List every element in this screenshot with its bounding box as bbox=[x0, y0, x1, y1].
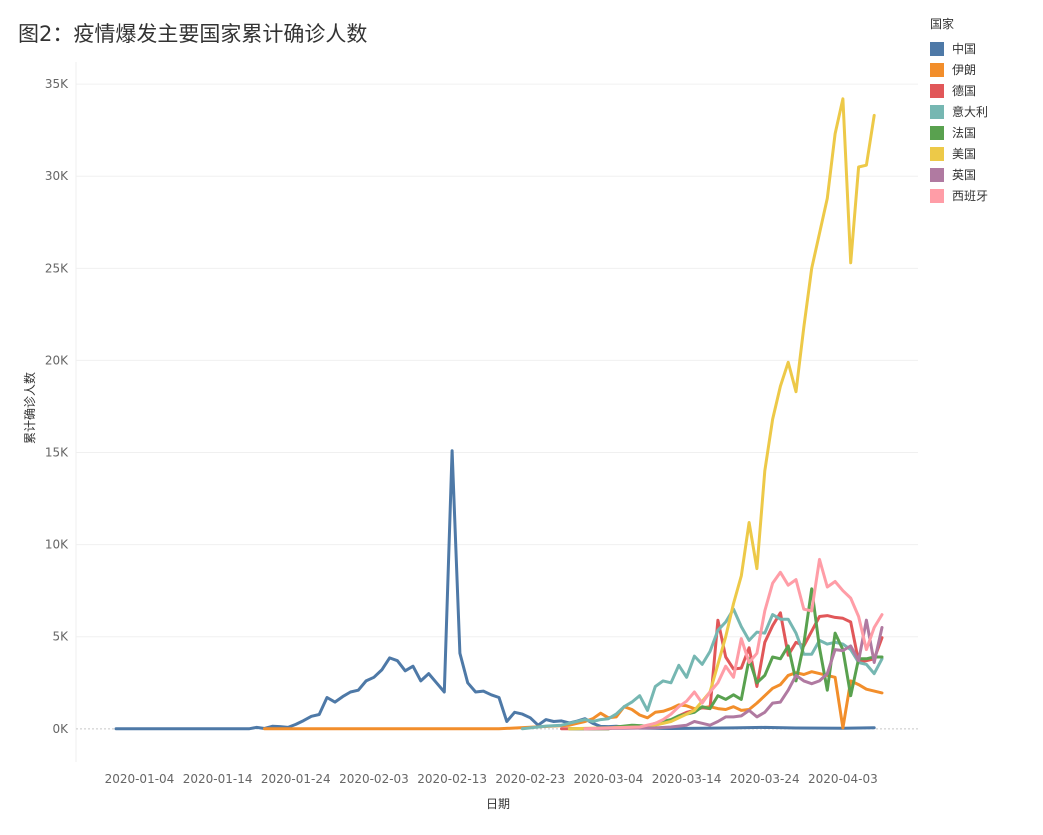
y-tick-label: 20K bbox=[45, 353, 69, 367]
legend-items: 中国伊朗德国意大利法国美国英国西班牙 bbox=[930, 38, 988, 206]
legend-swatch bbox=[930, 125, 944, 140]
legend-label: 中国 bbox=[952, 42, 977, 56]
legend-label: 法国 bbox=[952, 126, 977, 140]
chart-title: 图2：疫情爆发主要国家累计确诊人数 bbox=[18, 22, 368, 46]
legend-swatch bbox=[930, 146, 944, 161]
legend-label: 美国 bbox=[952, 147, 977, 161]
series-line-德国 bbox=[560, 611, 884, 731]
series-line-英国 bbox=[583, 618, 884, 731]
legend-label: 意大利 bbox=[952, 105, 989, 119]
series-line-中国 bbox=[114, 449, 876, 731]
y-tick-label: 5K bbox=[52, 630, 69, 644]
series-line-西班牙 bbox=[583, 557, 884, 731]
series-lines bbox=[114, 97, 884, 731]
x-tick-label: 2020-03-04 bbox=[574, 772, 644, 786]
legend-item[interactable]: 德国 bbox=[930, 80, 988, 101]
legend-title: 国家 bbox=[930, 17, 955, 31]
legend-item[interactable]: 西班牙 bbox=[930, 185, 988, 206]
axis-ticks: 0K 5K 10K 15K 20K 25K 30K 35K 2020-01-04 2020-01-… bbox=[45, 77, 878, 786]
legend-item[interactable]: 英国 bbox=[930, 164, 988, 185]
legend-item[interactable]: 美国 bbox=[930, 143, 988, 164]
legend-item[interactable]: 中国 bbox=[930, 38, 988, 59]
x-tick-label: 2020-03-24 bbox=[730, 772, 800, 786]
legend-label: 西班牙 bbox=[952, 189, 989, 203]
x-tick-label: 2020-04-03 bbox=[808, 772, 878, 786]
x-tick-label: 2020-01-14 bbox=[183, 772, 253, 786]
x-tick-label: 2020-03-14 bbox=[652, 772, 722, 786]
x-tick-label: 2020-02-13 bbox=[417, 772, 487, 786]
series-line-伊朗 bbox=[263, 670, 884, 731]
y-tick-label: 35K bbox=[45, 77, 69, 91]
legend-label: 伊朗 bbox=[952, 63, 977, 77]
legend-swatch bbox=[930, 188, 944, 203]
legend-swatch bbox=[930, 83, 944, 98]
y-tick-label: 15K bbox=[45, 446, 69, 460]
x-tick-label: 2020-02-03 bbox=[339, 772, 409, 786]
legend: 国家 中国伊朗德国意大利法国美国英国西班牙 bbox=[930, 15, 988, 206]
y-tick-label: 10K bbox=[45, 538, 69, 552]
legend-swatch bbox=[930, 104, 944, 119]
legend-item[interactable]: 伊朗 bbox=[930, 59, 988, 80]
legend-swatch bbox=[930, 41, 944, 56]
series-line-意大利 bbox=[520, 607, 884, 731]
series-line-美国 bbox=[567, 97, 876, 731]
legend-item[interactable]: 意大利 bbox=[930, 101, 988, 122]
x-tick-label: 2020-01-04 bbox=[105, 772, 175, 786]
x-axis-title: 日期 bbox=[486, 797, 510, 811]
legend-label: 德国 bbox=[952, 84, 977, 98]
y-axis-title: 累计确诊人数 bbox=[22, 372, 37, 444]
x-tick-label: 2020-02-23 bbox=[495, 772, 565, 786]
legend-swatch bbox=[930, 62, 944, 77]
x-tick-label: 2020-01-24 bbox=[261, 772, 331, 786]
legend-item[interactable]: 法国 bbox=[930, 122, 988, 143]
y-tick-label: 0K bbox=[52, 722, 69, 736]
y-tick-label: 30K bbox=[45, 169, 69, 183]
legend-swatch bbox=[930, 167, 944, 182]
legend-label: 英国 bbox=[952, 168, 977, 182]
y-tick-label: 25K bbox=[45, 261, 69, 275]
